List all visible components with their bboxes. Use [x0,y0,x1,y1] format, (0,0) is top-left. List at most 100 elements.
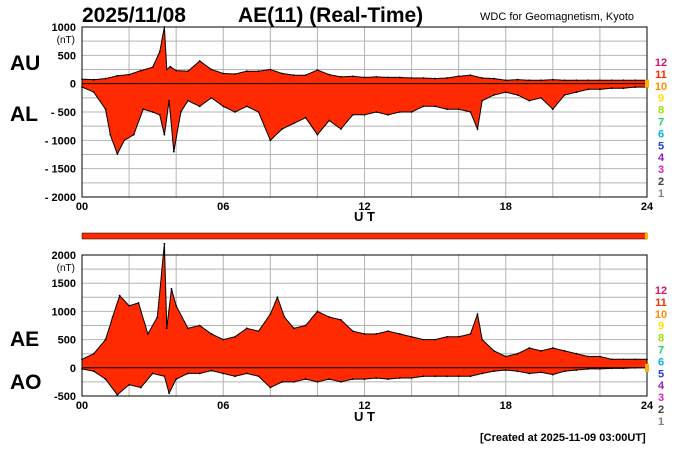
data-point-au [422,77,425,79]
data-point-au [445,77,448,79]
legend-number: 11 [655,69,667,81]
legend-number: 1 [658,188,664,200]
data-point-ae [147,333,149,335]
data-point-ae [476,313,479,316]
data-point-ae [587,355,590,358]
data-point-al [269,139,272,142]
data-point-ao [151,372,154,375]
data-point-al [116,153,119,155]
y-tick-label: 500 [58,335,76,347]
data-point-au [516,78,519,81]
data-point-ao [351,378,354,380]
data-point-ao [116,393,119,396]
data-point-au [351,75,354,78]
data-point-au [469,74,472,77]
data-point-ao [210,369,213,372]
data-point-ae [128,304,130,307]
data-point-au [104,77,107,80]
data-point-ae [198,324,201,327]
data-point-ae [445,335,448,338]
data-point-al [493,94,495,96]
data-point-au [292,74,295,77]
data-point-ae [469,333,472,335]
data-point-ao [198,372,201,375]
data-point-ae [304,324,307,327]
data-point-al [398,111,401,113]
data-point-ae [410,335,413,338]
data-point-al [476,128,479,130]
data-point-al [109,133,112,136]
status-bar-end [645,233,648,239]
data-point-au [363,76,366,79]
x-axis-label: U T [354,409,375,424]
legend-number: 10 [655,309,667,321]
data-point-au [139,69,142,72]
data-point-ao [328,378,331,380]
data-point-au [563,79,566,82]
data-point-ae [111,316,114,318]
data-point-au [257,70,260,73]
data-point-al [528,99,531,102]
legend-number: 6 [658,356,664,368]
data-point-ae [187,327,189,330]
data-point-ae [175,304,178,307]
data-point-au [187,70,189,73]
data-point-ao [422,375,425,378]
data-point-ao [610,367,613,370]
data-point-ae [269,313,272,316]
data-point-au [234,73,236,75]
data-point-ae [599,355,601,358]
data-point-al [198,105,201,108]
data-point-al [481,99,484,102]
x-tick-label: 00 [76,400,88,412]
data-point-au [599,79,601,82]
data-point-ae [363,333,366,335]
data-point-al [387,113,389,116]
y-tick-label: - 1500 [45,164,76,176]
station-status-bar [81,232,648,240]
data-point-ae [528,347,531,349]
data-point-ae [540,349,542,352]
y-axis-unit: (nT) [57,263,75,274]
y-tick-label: 2000 [52,250,76,262]
data-point-ao [139,386,142,389]
data-point-ao [493,370,495,373]
data-point-ae [610,358,613,361]
legend-number: 4 [658,152,665,164]
legend-number: 4 [658,380,665,392]
status-bar-fill [81,232,648,240]
data-point-al [504,91,507,94]
x-tick-label: 00 [76,201,88,213]
data-point-ao [622,367,625,370]
data-point-al [104,108,107,111]
data-point-ae [457,335,460,338]
data-point-au [410,77,413,79]
chart-panel-1 [81,26,649,198]
data-point-au [169,65,172,68]
data-point-au [587,79,590,82]
data-point-ae [92,352,95,355]
data-point-ae [328,316,331,318]
data-point-ao [540,371,542,374]
data-point-al [163,133,166,136]
legend-number: 7 [658,345,664,357]
index-label-ae: AE [10,328,39,351]
data-point-au [92,78,95,81]
data-point-ao [469,375,472,378]
y-tick-label: 1500 [52,278,76,290]
end-marker [645,79,649,88]
data-point-ao [281,381,284,383]
data-point-ae [398,333,401,335]
x-tick-label: 12 [358,201,370,213]
data-point-au [375,75,378,78]
data-point-au [281,72,284,75]
data-point-al [610,87,613,90]
data-point-au [328,73,331,76]
x-tick-label: 24 [641,201,654,213]
data-point-ao [398,377,401,379]
data-point-ao [634,366,637,369]
data-point-al [363,113,366,116]
data-point-ae [387,330,389,333]
legend-number: 8 [658,105,664,117]
data-point-au [304,74,307,77]
